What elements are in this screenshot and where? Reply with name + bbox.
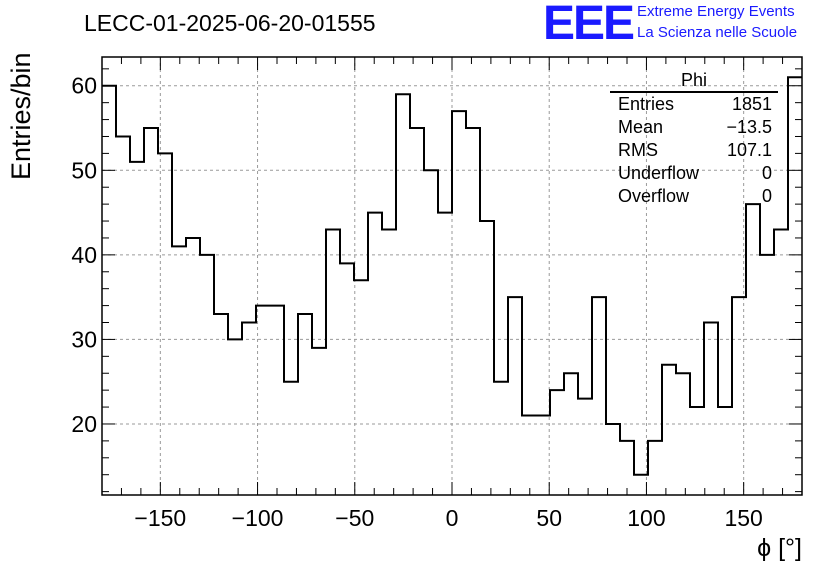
logo-subtitle-line2: La Scienza nelle Scuole [637,24,798,41]
run-title: LECC-01-2025-06-20-01555 [84,10,376,36]
stats-label: Underflow [618,163,700,183]
histogram-bin [760,255,774,495]
eee-logo: EEE [543,0,635,50]
histogram-bin [550,390,564,495]
histogram-bin [452,111,466,495]
histogram-bin [536,416,550,495]
histogram-bin [676,373,690,495]
stats-label: Entries [618,94,675,114]
histogram-bin [242,323,256,495]
stats-value: 107.1 [726,140,772,160]
axis-ticks [102,57,802,495]
histogram-bin [774,229,788,495]
histogram-bin [158,153,172,495]
histogram-bin [410,128,424,495]
histogram-bin [690,407,704,495]
stats-label: Overflow [618,186,690,206]
histogram-bin [186,238,200,495]
histogram-bin [522,416,536,495]
stats-row-underflow: Underflow 0 [610,162,778,185]
histogram-bin [354,280,368,495]
histogram-bin [746,204,760,495]
histogram-bin [438,213,452,495]
stats-box: Phi Entries 1851 Mean −13.5 RMS 107.1 Un… [610,70,778,208]
histogram-bin [382,229,396,495]
stats-value: 1851 [731,94,772,114]
stats-label: RMS [618,140,658,160]
histogram-bin [662,365,676,495]
histogram-bin [340,263,354,495]
histogram-bin [298,314,312,495]
tick-labels: −150 −100 −50 0 50 100 150 20 30 40 50 60 [71,73,762,531]
histogram-bin [718,407,732,495]
histogram-bin [592,297,606,495]
histogram-bin [200,255,214,495]
histogram-bin [494,382,508,495]
histogram-bin [228,339,242,495]
stats-row-mean: Mean −13.5 [610,116,778,139]
histogram-bin [732,297,746,495]
x-axis-label: ϕ [°] [757,534,802,562]
logo-subtitle-line1: Extreme Energy Events [637,3,795,20]
histogram-bin [326,229,340,495]
y-tick-label: 50 [71,157,97,183]
stats-row-rms: RMS 107.1 [610,139,778,162]
histogram-bin [144,128,158,495]
stats-title: Phi [610,70,778,93]
histogram-bin [480,221,494,495]
histogram-bin [466,128,480,495]
x-tick-label: 0 [446,505,459,531]
plot-frame [101,56,803,496]
y-axis-label: Entries/bin [6,52,36,180]
histogram-bin [396,94,410,495]
x-tick-label: 50 [536,505,562,531]
y-tick-label: 20 [71,411,97,437]
stats-row-entries: Entries 1851 [610,93,778,116]
stats-value: −13.5 [726,117,772,137]
histogram-bin [424,170,438,495]
histogram-bin [508,297,522,495]
histogram-bin [130,162,144,495]
histogram-bin [788,77,802,495]
histogram-bin [634,475,648,495]
stats-value: 0 [761,186,772,206]
histogram-bin [284,382,298,495]
histogram-bin [578,399,592,495]
stats-value: 0 [761,163,772,183]
histogram-bin [606,424,620,495]
histogram-bin [368,213,382,495]
histogram-bin [312,348,326,495]
histogram-bin [214,314,228,495]
histogram-bin [620,441,634,495]
x-tick-label: −100 [232,505,284,531]
x-tick-label: −150 [134,505,186,531]
y-tick-label: 40 [71,242,97,268]
histogram-bin [648,441,662,495]
histogram-bin [172,246,186,495]
histogram-bin [704,323,718,495]
histogram-bin [564,373,578,495]
histogram-step-line [102,76,802,476]
x-tick-label: −50 [335,505,374,531]
x-tick-label: 150 [724,505,762,531]
x-tick-label: 100 [627,505,665,531]
y-tick-label: 30 [71,326,97,352]
stats-label: Mean [618,117,664,137]
histogram-bin [256,306,270,495]
histogram-bin [270,306,284,495]
y-tick-label: 60 [71,73,97,99]
histogram-bin [102,86,116,495]
stats-row-overflow: Overflow 0 [610,185,778,208]
histogram-bin [116,136,130,495]
